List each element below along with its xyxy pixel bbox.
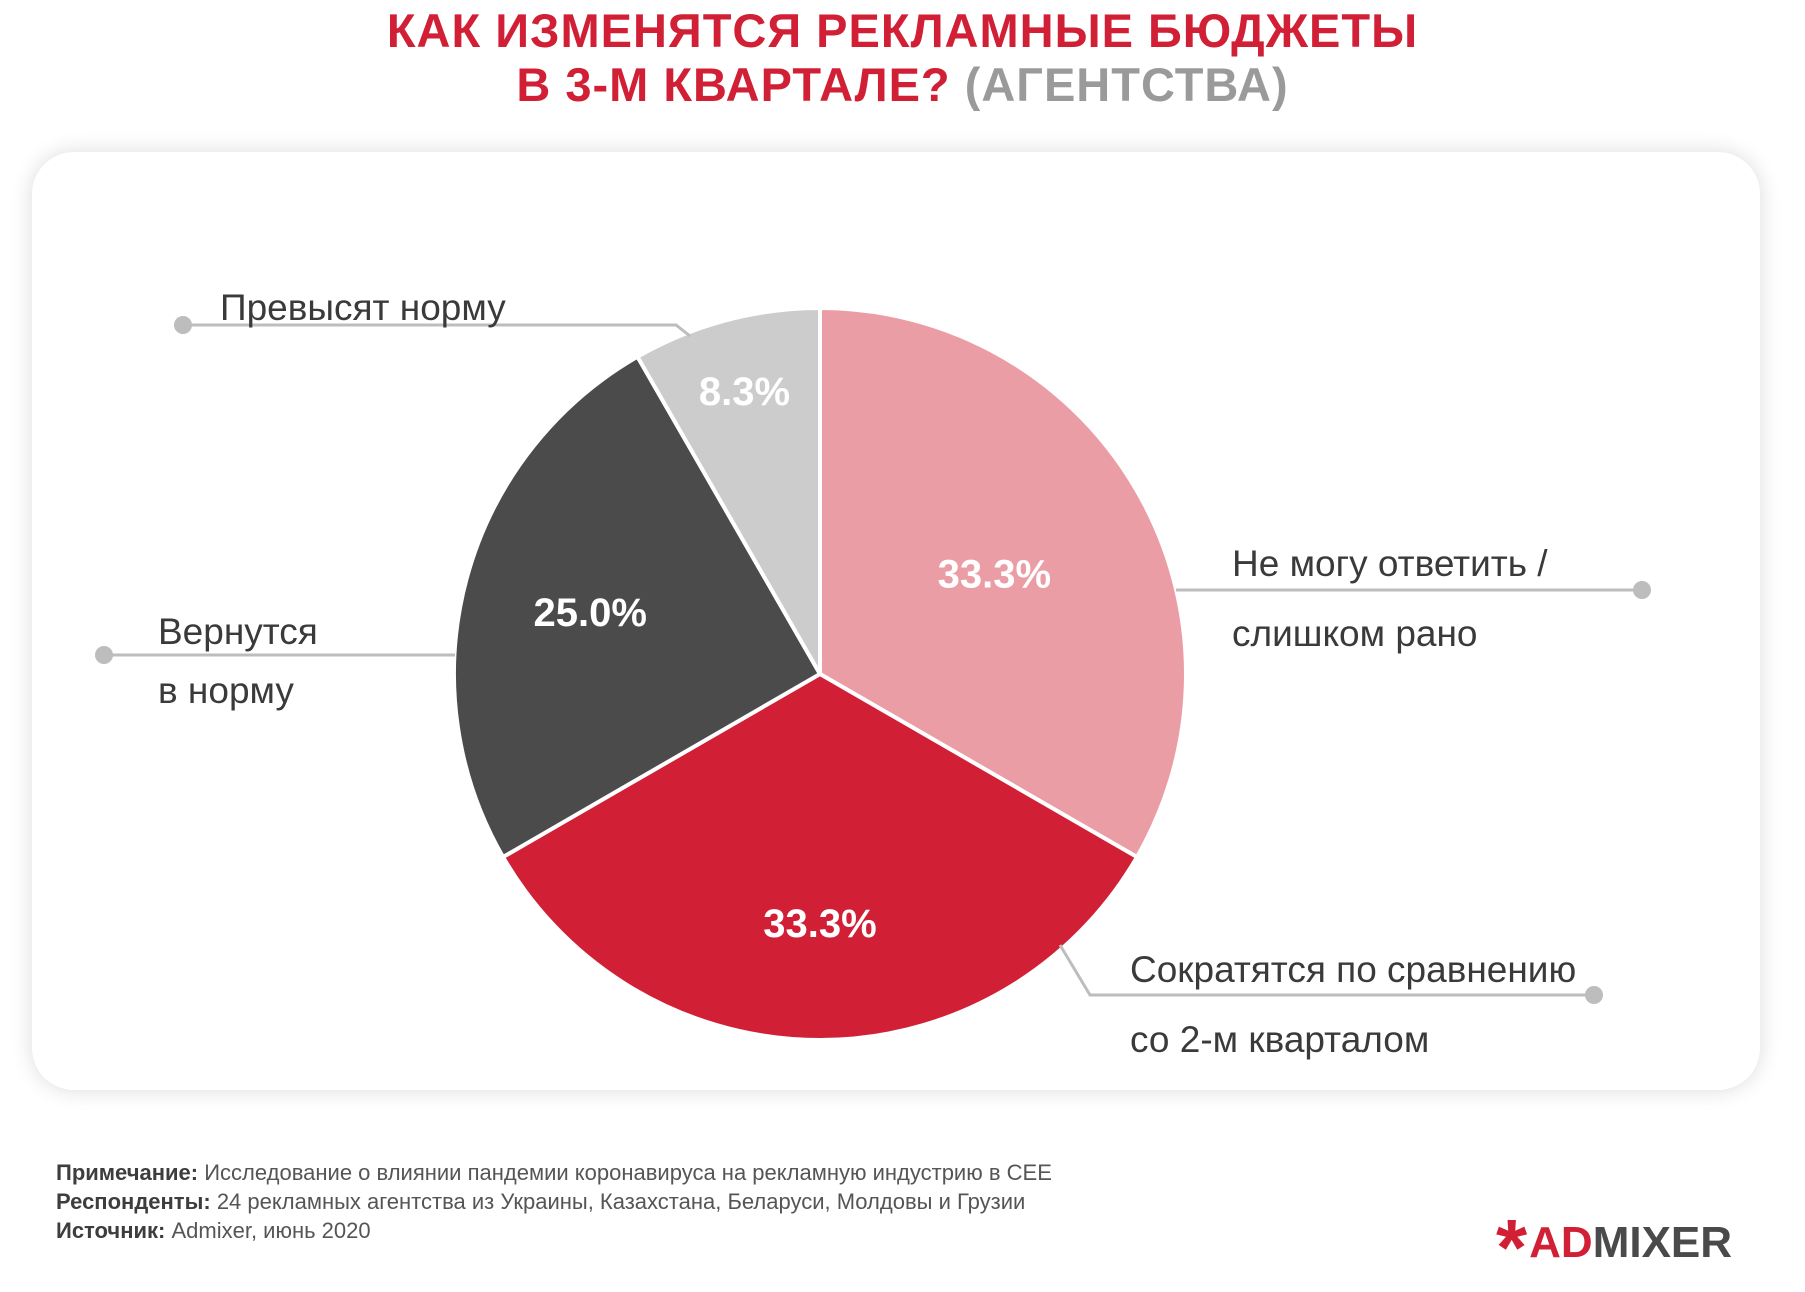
leader-dot-2 xyxy=(95,646,113,664)
footer-respondents-text: 24 рекламных агентства из Украины, Казах… xyxy=(210,1189,1026,1214)
leader-dot-3 xyxy=(174,316,192,334)
title-line-2-sub: (АГЕНТСТВА) xyxy=(964,58,1289,111)
category-label-0-line-0: Не могу ответить / xyxy=(1232,543,1548,584)
category-label-1-line-1: со 2-м кварталом xyxy=(1130,1019,1429,1060)
leader-line-1 xyxy=(1058,944,1594,997)
title-line-2-main: В 3-М КВАРТАЛЕ? xyxy=(516,58,951,111)
value-label-0: 33.3% xyxy=(938,552,1051,596)
pie-slice-3 xyxy=(635,306,822,676)
asterisk-icon: * xyxy=(1496,1203,1528,1292)
footer-note-label: Примечание: xyxy=(56,1160,199,1185)
pie-slice-2 xyxy=(452,354,822,859)
footer-source-label: Источник: xyxy=(56,1218,166,1243)
footer-source-text: Admixer, июнь 2020 xyxy=(165,1218,371,1243)
footer-respondents-label: Респонденты: xyxy=(56,1189,211,1214)
logo-ad: AD xyxy=(1529,1218,1593,1267)
footer-note: Примечание: Исследование о влиянии панде… xyxy=(56,1158,1052,1187)
category-label-1-line-0: Сократятся по сравнению xyxy=(1130,949,1576,990)
pie-slice-0 xyxy=(818,306,1188,859)
value-label-2: 25.0% xyxy=(534,591,647,635)
leader-line-3 xyxy=(183,323,691,338)
category-label-2-line-0: Вернутся xyxy=(158,611,318,652)
title-line-1: КАК ИЗМЕНЯТСЯ РЕКЛАМНЫЕ БЮДЖЕТЫ xyxy=(386,4,1419,57)
admixer-logo: *ADMIXER xyxy=(1496,1200,1733,1288)
logo-mixer: MIXER xyxy=(1592,1218,1733,1267)
leader-dot-1 xyxy=(1585,986,1603,1004)
value-label-1: 33.3% xyxy=(763,902,876,946)
value-label-3: 8.3% xyxy=(699,370,790,414)
category-label-3-line-0: Превысят норму xyxy=(220,287,506,328)
pie-chart: 33.3% 33.3% 25.0% 8.3% Не могу ответить / сли… xyxy=(95,287,1651,1060)
leader-dot-0 xyxy=(1633,581,1651,599)
footer-notes: Примечание: Исследование о влиянии панде… xyxy=(56,1158,1052,1245)
footer-source: Источник: Admixer, июнь 2020 xyxy=(56,1216,1052,1245)
footer-note-text: Исследование о влиянии пандемии коронави… xyxy=(198,1160,1052,1185)
category-label-0-line-1: слишком рано xyxy=(1232,613,1478,654)
pie-slice-1 xyxy=(501,672,1139,1042)
title-line-2: В 3-М КВАРТАЛЕ? (АГЕНТСТВА) xyxy=(0,56,1805,113)
footer-respondents: Респонденты: 24 рекламных агентства из У… xyxy=(56,1187,1052,1216)
category-label-2-line-1: в норму xyxy=(158,670,294,711)
